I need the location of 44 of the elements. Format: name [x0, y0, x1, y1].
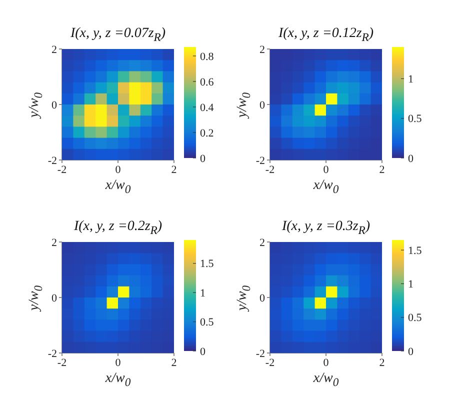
x-tick-label: 0: [323, 356, 330, 369]
color-bar-label: 1: [408, 278, 414, 291]
color-bar-label: 0.5: [408, 113, 422, 126]
x-axis-title: x/w$_{0}$: [312, 178, 340, 196]
color-bar-label: 0: [200, 152, 206, 165]
chart-title: I(x, y, z =0.12z$_{R}$): [277, 26, 375, 44]
y-tick-label: 2: [52, 236, 57, 249]
x-axis-title: x/w$_{0}$: [312, 371, 340, 389]
y-tick-label: -2: [256, 348, 265, 360]
color-bar-label: 1: [408, 74, 414, 86]
color-bar-label: 0.5: [408, 312, 422, 324]
y-tick-label: 0: [260, 292, 266, 304]
color-bar-label: 0.8: [200, 50, 214, 63]
color-bar-label: 1.5: [408, 244, 422, 257]
y-tick-label: 2: [260, 44, 265, 56]
y-tick-label: 2: [260, 236, 265, 249]
y-tick-label: -2: [256, 154, 265, 167]
color-bar-label: 0: [200, 346, 206, 358]
x-tick-label: 2: [379, 164, 385, 176]
x-tick-label: 0: [115, 164, 122, 176]
x-tick-label: 2: [379, 356, 385, 369]
x-axis-title: x/w$_{0}$: [104, 371, 132, 389]
color-bar-label: 0: [408, 152, 414, 165]
color-bar-label: 0.5: [200, 316, 214, 329]
color-bar-label: 0.6: [200, 76, 214, 88]
chart-title: I(x, y, z =0.2z$_{R}$): [72, 219, 164, 237]
color-bar-label: 1.5: [200, 258, 214, 270]
y-tick-label: 0: [260, 99, 266, 112]
y-tick-label: -2: [48, 154, 57, 167]
y-tick-label: 2: [52, 44, 57, 56]
chart-title: I(x, y, z =0.3z$_{R}$): [280, 219, 372, 237]
y-tick-label: 0: [52, 99, 58, 112]
color-bar-label: 0.4: [200, 102, 214, 114]
chart-title: I(x, y, z =0.07z$_{R}$): [69, 26, 167, 44]
y-tick-label: -2: [48, 348, 57, 360]
y-tick-label: 0: [52, 292, 58, 304]
color-bar-label: 0: [408, 346, 414, 358]
x-axis-title: x/w$_{0}$: [104, 178, 132, 196]
x-tick-label: 2: [171, 356, 177, 369]
x-tick-label: 0: [323, 164, 330, 176]
x-tick-label: 2: [171, 164, 177, 176]
color-bar-label: 0.2: [200, 127, 214, 140]
x-tick-label: 0: [115, 356, 122, 369]
color-bar-label: 1: [200, 287, 206, 300]
